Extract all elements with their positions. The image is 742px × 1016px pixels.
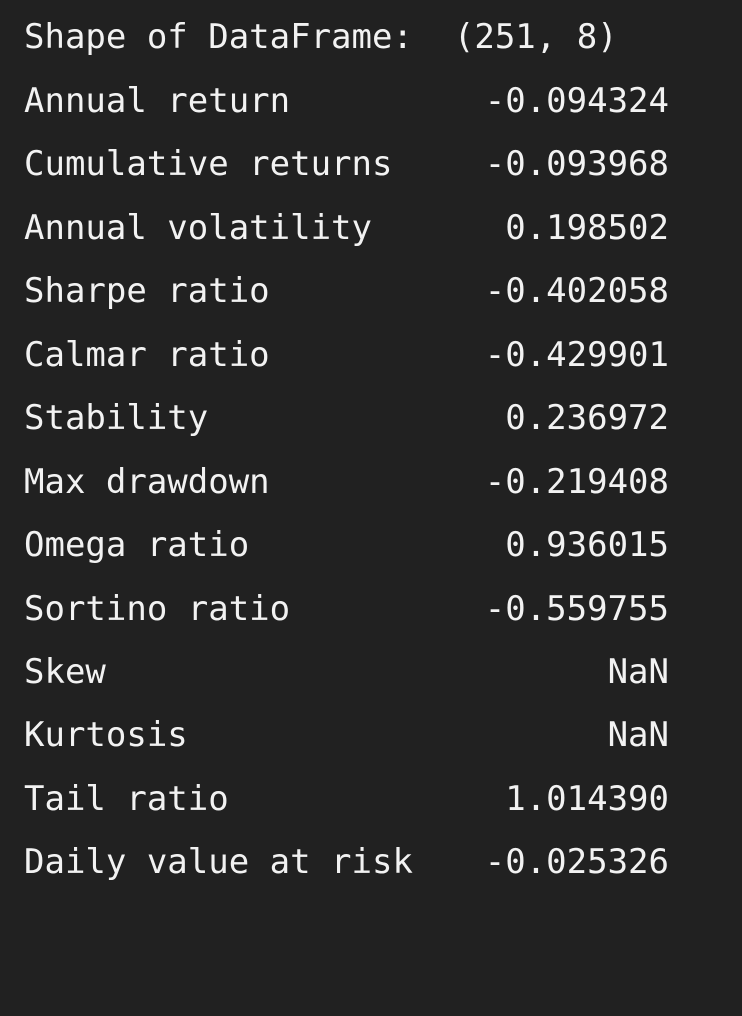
stat-row-stability: Stability 0.236972	[24, 396, 669, 440]
shape-line: Shape of DataFrame: (251, 8)	[24, 15, 618, 59]
stat-label: Annual return	[24, 81, 291, 121]
stat-row-annual-volatility: Annual volatility 0.198502	[24, 206, 669, 250]
stat-value: 1.014390	[505, 779, 669, 819]
stat-label: Skew	[24, 652, 106, 692]
stat-row-annual-return: Annual return -0.094324	[24, 79, 669, 123]
cell-output: Shape of DataFrame: (251, 8) Annual retu…	[24, 15, 669, 884]
stat-label: Calmar ratio	[24, 335, 270, 375]
shape-label: Shape of DataFrame:	[24, 17, 413, 57]
stat-value: 0.236972	[505, 398, 669, 438]
stat-value: 0.936015	[505, 525, 669, 565]
stat-label: Tail ratio	[24, 779, 229, 819]
shape-value: (251, 8)	[453, 17, 618, 57]
stat-label: Max drawdown	[24, 462, 270, 502]
stat-value: NaN	[607, 652, 669, 692]
stat-value: NaN	[607, 715, 669, 755]
stat-row-daily-value-at-risk: Daily value at risk -0.025326	[24, 840, 669, 884]
stat-label: Sharpe ratio	[24, 271, 270, 311]
stat-label: Stability	[24, 398, 209, 438]
stat-value: -0.094324	[484, 81, 669, 121]
stat-row-sharpe-ratio: Sharpe ratio -0.402058	[24, 269, 669, 313]
stat-value: -0.429901	[484, 335, 669, 375]
stat-value: -0.559755	[484, 589, 669, 629]
stat-label: Daily value at risk	[24, 842, 413, 882]
stat-value: -0.402058	[484, 271, 669, 311]
stat-label: Annual volatility	[24, 208, 372, 248]
stat-row-max-drawdown: Max drawdown -0.219408	[24, 460, 669, 504]
stat-label: Kurtosis	[24, 715, 188, 755]
stat-row-calmar-ratio: Calmar ratio -0.429901	[24, 333, 669, 377]
stat-value: 0.198502	[505, 208, 669, 248]
stat-row-omega-ratio: Omega ratio 0.936015	[24, 523, 669, 567]
stat-value: -0.025326	[484, 842, 669, 882]
stat-value: -0.219408	[484, 462, 669, 502]
stat-label: Omega ratio	[24, 525, 250, 565]
stat-row-kurtosis: Kurtosis NaN	[24, 713, 669, 757]
stat-row-cumulative-returns: Cumulative returns -0.093968	[24, 142, 669, 186]
stat-row-tail-ratio: Tail ratio 1.014390	[24, 777, 669, 821]
stat-label: Sortino ratio	[24, 589, 291, 629]
stat-label: Cumulative returns	[24, 144, 393, 184]
stat-row-sortino-ratio: Sortino ratio -0.559755	[24, 587, 669, 631]
stat-value: -0.093968	[484, 144, 669, 184]
stat-row-skew: Skew NaN	[24, 650, 669, 694]
